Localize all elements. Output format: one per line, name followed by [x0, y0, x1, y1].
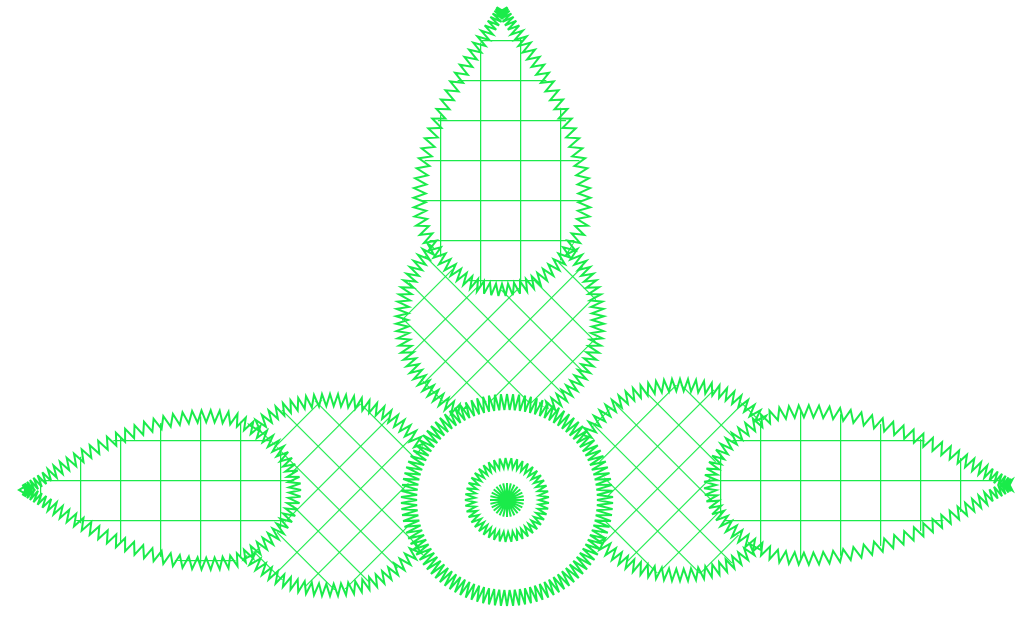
design-layer — [17, 6, 1015, 607]
grid-fill — [710, 411, 1010, 559]
center-inner-ring — [464, 457, 550, 543]
satin-stitch-border — [703, 402, 1015, 568]
grid-fill — [419, 10, 585, 290]
petal-right-outer — [703, 402, 1015, 568]
petal-top-outer — [410, 6, 594, 297]
petal-left-outer — [17, 407, 302, 573]
center-outer-ring — [400, 393, 614, 607]
flower-center — [400, 393, 614, 607]
satin-stitch-border — [410, 6, 594, 297]
grid-fill — [25, 416, 295, 564]
center-star-stitch — [490, 483, 524, 517]
satin-stitch-border — [17, 407, 302, 573]
